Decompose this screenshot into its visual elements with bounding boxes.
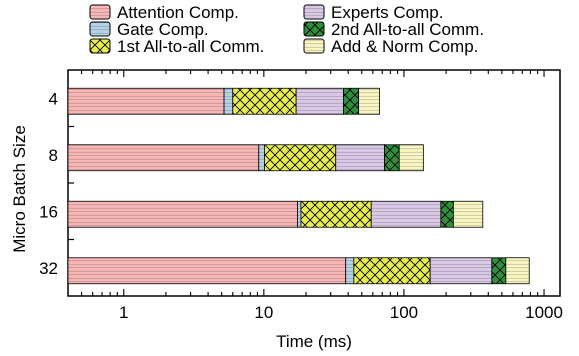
bar-segment-pattern (430, 257, 492, 284)
x-tick-label: 10 (254, 303, 273, 322)
legend-swatch-pattern (304, 22, 324, 36)
legend-swatch-pattern (90, 22, 110, 36)
bar-segment-pattern (232, 88, 297, 115)
legend-item: 2nd All-to-all Comm. (303, 20, 484, 39)
legend-label: Attention Comp. (117, 3, 239, 22)
bar-segment-pattern (399, 144, 424, 171)
bar-segment-pattern (224, 88, 233, 115)
legend-swatch-pattern (90, 5, 110, 19)
legend-label: Gate Comp. (117, 20, 209, 39)
x-axis-label: Time (ms) (276, 332, 352, 351)
y-axis-label: Micro Batch Size (10, 125, 29, 253)
bar-segment-pattern (296, 88, 344, 115)
bar-segment-pattern (453, 201, 483, 228)
legend-item: Experts Comp. (303, 3, 443, 22)
bar-segment-pattern (384, 144, 400, 171)
y-tick-label: 16 (39, 202, 58, 221)
bar-segment-pattern (371, 201, 441, 228)
legend-label: 1st All-to-all Comm. (117, 37, 264, 56)
bar-segment-pattern (353, 257, 431, 284)
plot-area: 4 8 16 32 1 10 100 1000 (39, 69, 563, 322)
bar-segment-pattern (335, 144, 385, 171)
legend-item: Add & Norm Comp. (303, 37, 478, 56)
legend-item: Gate Comp. (89, 20, 209, 39)
legend-item: 1st All-to-all Comm. (89, 37, 264, 56)
y-tick-label: 32 (39, 259, 58, 278)
bar-segment-pattern (343, 88, 359, 115)
legend-label: Experts Comp. (331, 3, 443, 22)
chart-legend: Attention Comp.Gate Comp.1st All-to-all … (89, 3, 484, 56)
bar-segment-pattern (491, 257, 506, 284)
legend-item: Attention Comp. (89, 3, 239, 22)
bar-segment-pattern (68, 144, 259, 171)
bar-segment-pattern (68, 88, 225, 115)
x-tick-label: 100 (390, 303, 418, 322)
x-tick-label: 1000 (525, 303, 563, 322)
bar-segment-pattern (68, 257, 346, 284)
legend-label: 2nd All-to-all Comm. (331, 20, 484, 39)
bar-segment-pattern (440, 201, 454, 228)
legend-swatch-pattern (304, 39, 324, 53)
y-tick-label: 8 (49, 146, 58, 165)
x-tick-label: 1 (119, 303, 128, 322)
bar-segment-pattern (358, 88, 380, 115)
bar-segment-pattern (505, 257, 530, 284)
y-tick-label: 4 (49, 89, 58, 108)
bar-segment-pattern (258, 144, 265, 171)
bar-segment-pattern (297, 201, 301, 228)
bar-segment-pattern (264, 144, 336, 171)
legend-label: Add & Norm Comp. (331, 37, 478, 56)
bar-segment-pattern (300, 201, 372, 228)
legend-swatch-pattern (304, 5, 324, 19)
legend-swatch-pattern (90, 39, 110, 53)
bar-segment-pattern (68, 201, 298, 228)
bar-segment-pattern (345, 257, 354, 284)
